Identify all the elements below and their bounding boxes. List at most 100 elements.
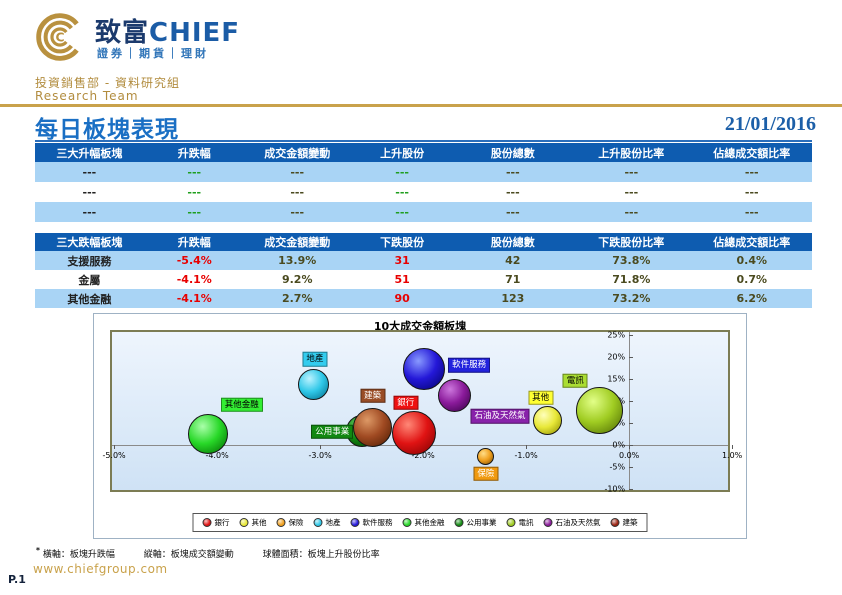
x-tick — [732, 444, 734, 449]
table-cell: -4.1% — [176, 273, 212, 286]
chart-bubble — [533, 406, 563, 436]
chart-bubble — [187, 413, 228, 454]
table-header-cell: 成交金額變動 — [244, 143, 350, 162]
table-header-cell: 三大跌幅板塊 — [35, 233, 144, 251]
table-cell: 13.9% — [244, 251, 350, 270]
chart-bubble-label: 其他金融 — [220, 397, 263, 413]
legend-dot-icon — [506, 518, 516, 527]
website-url: www.chiefgroup.com — [33, 562, 168, 576]
department-cn: 投資銷售部 - 資料研究組 — [35, 76, 180, 90]
legend-dot-icon — [402, 518, 412, 527]
table-row: 其他金融 -4.1% 2.7% 90 123 73.2% 6.2% — [35, 289, 812, 308]
gold-divider — [0, 104, 842, 107]
legend-item-label: 石油及天然氣 — [555, 518, 601, 527]
department-en: Research Team — [35, 89, 139, 103]
table-cell: 金屬 — [78, 273, 101, 287]
page-title: 每日板塊表現 — [35, 117, 179, 143]
table-cell: 42 — [454, 251, 572, 270]
chart-bubble-label: 軟件服務 — [448, 358, 491, 373]
top-losers-table: 三大跌幅板塊 升跌幅 成交金額變動 下跌股份 股份總數 下跌股份比率 佔總成交額比率 支援服務… — [35, 233, 812, 308]
table-cell: 2.7% — [244, 289, 350, 308]
legend-item-label: 銀行 — [214, 518, 230, 527]
table-cell: -4.1% — [143, 289, 245, 308]
footnote-star: * — [36, 546, 40, 555]
table-cell: --- — [35, 162, 144, 182]
legend-item: 其他 — [239, 517, 267, 528]
x-tick-label: 1.0% — [721, 450, 743, 460]
table-cell: -5.4% — [143, 251, 245, 270]
table-cell: 其他金融 — [35, 289, 144, 308]
table-cell: 0.7% — [736, 273, 768, 286]
legend-item: 電訊 — [506, 517, 534, 528]
legend-item: 地產 — [313, 517, 341, 528]
table-cell: 9.2% — [281, 273, 313, 286]
chief-logo-icon: C — [33, 13, 87, 61]
table-row: 支援服務 -5.4% 13.9% 31 42 73.8% 0.4% — [35, 251, 812, 270]
chart-bubble-label: 公用事業 — [311, 424, 354, 440]
legend-dot-icon — [276, 518, 286, 527]
chart-footnote: * 橫軸：板塊升跌幅 縱軸：板塊成交額變動 球體面積：板塊上升股份比率 — [36, 546, 406, 560]
chart-bubble-label: 其他 — [528, 390, 554, 406]
footnote-bubble-size: 球體面積：板塊上升股份比率 — [262, 550, 380, 560]
bubble-chart: 10大成交金額板塊 -5.0% -4.0% -3.0% -2.0% -1.0% 0.0% 1… — [93, 313, 747, 539]
legend-item-label: 保險 — [288, 518, 304, 527]
top-gainers-table: 三大升幅板塊 升跌幅 成交金額變動 上升股份 股份總數 上升股份比率 佔總成交額比率 --- -… — [35, 143, 812, 222]
x-tick — [114, 444, 116, 449]
legend-dot-icon — [313, 518, 323, 527]
x-tick — [526, 444, 528, 449]
y-tick — [629, 400, 634, 402]
legend-item: 其他金融 — [402, 517, 445, 528]
legend-dot-icon — [610, 518, 620, 527]
table-cell: --- — [454, 162, 572, 182]
table-cell: --- — [244, 162, 350, 182]
report-date: 21/01/2016 — [724, 113, 816, 135]
table-header-row: 三大升幅板塊 升跌幅 成交金額變動 上升股份 股份總數 上升股份比率 佔總成交額比率 — [35, 143, 812, 162]
chart-legend: 銀行 其他 保險 地產 軟件服務 其他金融 公用事業 電訊 石油及天然氣 建築 — [192, 513, 648, 532]
chart-bubble-label: 保險 — [473, 466, 499, 482]
table-row: --- --- --- --- --- --- --- — [35, 182, 812, 202]
x-tick — [320, 444, 322, 449]
chart-plot-area: -5.0% -4.0% -3.0% -2.0% -1.0% 0.0% 1.0% 25% 20% 1… — [102, 330, 742, 493]
table-header-cell: 成交金額變動 — [244, 233, 350, 251]
y-tick-label: 20% — [607, 352, 626, 362]
footnote-y-axis: 縱軸：板塊成交額變動 — [143, 550, 234, 560]
table-header-cell: 三大升幅板塊 — [35, 143, 144, 162]
chart-bubble — [575, 387, 623, 435]
table-cell: --- — [454, 202, 572, 222]
table-header-cell: 股份總數 — [454, 143, 572, 162]
x-tick-label: -1.0% — [514, 450, 538, 460]
logo-wordmark: 致富CHIEF — [95, 12, 240, 49]
chart-bubble — [391, 410, 436, 455]
table-cell: 71 — [505, 273, 521, 286]
legend-item: 公用事業 — [454, 517, 497, 528]
chart-bubble-label: 銀行 — [393, 395, 419, 410]
y-tick-label: 0% — [612, 440, 626, 450]
table-cell: --- — [691, 202, 812, 222]
table-cell: --- — [143, 202, 245, 222]
legend-dot-icon — [202, 518, 212, 527]
table-cell: 支援服務 — [35, 251, 144, 270]
y-tick — [629, 335, 634, 337]
y-axis-line — [629, 332, 631, 490]
chart-bubble-label: 電訊 — [562, 373, 588, 388]
chart-bubble-label: 地產 — [302, 352, 328, 367]
chart-bubble — [298, 368, 330, 400]
table-cell: --- — [624, 185, 639, 199]
table-header-cell: 上升股份比率 — [571, 143, 692, 162]
table-cell: 90 — [349, 289, 455, 308]
chart-bubble — [353, 408, 393, 448]
logo-tagline: 證券｜期貨｜理財 — [97, 47, 209, 60]
y-tick — [629, 378, 634, 380]
legend-item: 銀行 — [202, 517, 230, 528]
y-tick — [629, 357, 634, 359]
legend-item-label: 其他金融 — [414, 518, 445, 527]
table-header-cell: 上升股份 — [349, 143, 455, 162]
y-tick — [629, 444, 634, 446]
legend-dot-icon — [239, 518, 249, 527]
legend-item-label: 建築 — [622, 518, 638, 527]
x-tick — [629, 444, 631, 449]
table-cell: --- — [505, 185, 520, 199]
legend-item: 石油及天然氣 — [543, 517, 601, 528]
table-header-cell: 升跌幅 — [143, 143, 245, 162]
